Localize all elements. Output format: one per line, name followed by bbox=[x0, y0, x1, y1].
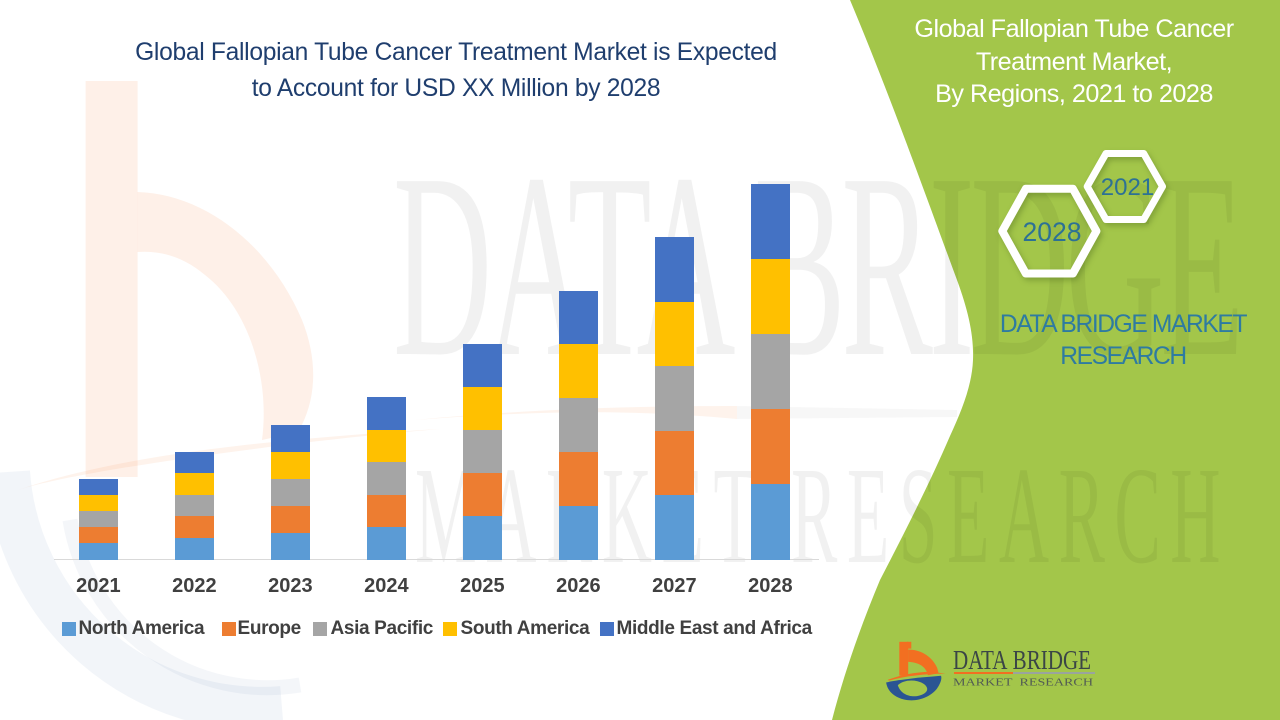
svg-text:MARKET RESEARCH: MARKET RESEARCH bbox=[953, 678, 1094, 689]
svg-text:DATA BRIDGE: DATA BRIDGE bbox=[953, 645, 1091, 675]
svg-text:2028: 2028 bbox=[1023, 217, 1082, 247]
svg-text:MARKET RESEARCH: MARKET RESEARCH bbox=[415, 438, 1230, 592]
svg-text:2021: 2021 bbox=[1101, 174, 1154, 201]
svg-text:DATA BRIDGE: DATA BRIDGE bbox=[393, 119, 1240, 411]
